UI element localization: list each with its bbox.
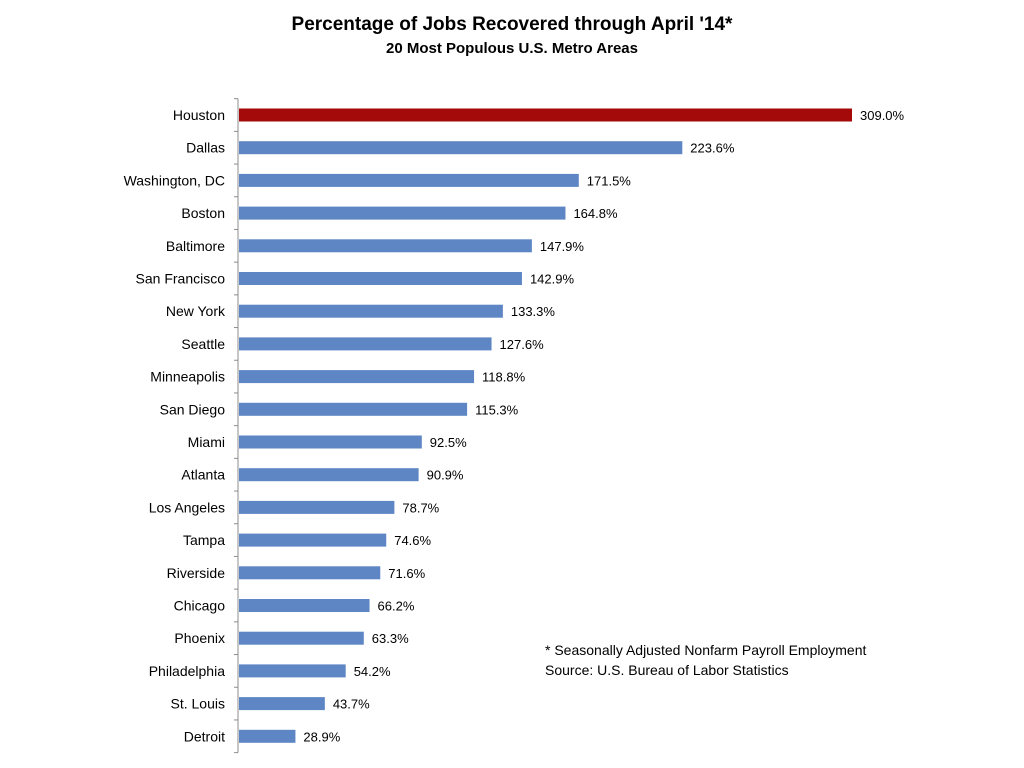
chart-subtitle: 20 Most Populous U.S. Metro Areas	[386, 40, 638, 57]
category-label: Miami	[188, 434, 225, 450]
footnote-note: * Seasonally Adjusted Nonfarm Payroll Em…	[545, 642, 867, 658]
bar	[239, 533, 387, 547]
bar	[239, 697, 325, 711]
labels-layer: Houston 309.0% Dallas 223.6% Washington, DC 1…	[124, 107, 905, 744]
bar	[239, 729, 296, 743]
data-label: 171.5%	[587, 173, 632, 188]
footnote-source: Source: U.S. Bureau of Labor Statistics	[545, 662, 789, 678]
data-label: 127.6%	[500, 337, 545, 352]
category-label: St. Louis	[171, 696, 225, 712]
category-label: Houston	[173, 107, 225, 123]
category-label: Baltimore	[166, 238, 225, 254]
bar	[239, 500, 395, 514]
data-label: 63.3%	[372, 631, 409, 646]
bar	[239, 599, 370, 612]
bar	[239, 664, 346, 678]
bar	[239, 370, 475, 384]
category-label: Dallas	[186, 140, 225, 156]
bar	[239, 206, 566, 220]
data-label: 71.6%	[388, 566, 425, 581]
data-label: 147.9%	[540, 239, 585, 254]
data-label: 164.8%	[573, 206, 618, 221]
data-label: 43.7%	[333, 697, 370, 712]
category-label: Philadelphia	[149, 663, 225, 679]
category-label: Seattle	[181, 336, 225, 352]
category-label: Riverside	[167, 565, 226, 581]
category-label: Minneapolis	[150, 369, 225, 385]
bar	[239, 108, 852, 122]
bar	[239, 631, 364, 645]
data-label: 78.7%	[402, 500, 439, 515]
data-label: 118.8%	[482, 370, 526, 385]
category-label: Washington, DC	[124, 172, 225, 188]
category-label: Los Angeles	[149, 499, 225, 515]
category-label: Phoenix	[174, 630, 225, 646]
bar	[239, 402, 468, 416]
category-label: Detroit	[184, 728, 225, 744]
category-label: Boston	[181, 205, 225, 221]
data-label: 28.9%	[303, 729, 340, 744]
data-label: 309.0%	[860, 108, 905, 123]
data-label: 142.9%	[530, 272, 575, 287]
category-label: San Diego	[160, 401, 226, 417]
chart-title: Percentage of Jobs Recovered through Apr…	[291, 14, 733, 35]
data-label: 92.5%	[430, 435, 467, 450]
bar	[239, 272, 522, 285]
bar	[239, 173, 579, 187]
category-label: Tampa	[183, 532, 225, 548]
bar	[239, 304, 503, 318]
data-label: 66.2%	[378, 599, 415, 614]
data-label: 74.6%	[394, 533, 431, 548]
data-label: 54.2%	[354, 664, 391, 679]
category-label: San Francisco	[136, 271, 226, 287]
data-label: 115.3%	[475, 402, 519, 417]
bar	[239, 566, 381, 580]
bars-layer	[239, 108, 852, 743]
bar	[239, 337, 492, 351]
category-label: Chicago	[174, 598, 226, 614]
data-label: 133.3%	[511, 304, 556, 319]
category-label: Atlanta	[181, 467, 225, 483]
bar	[239, 468, 419, 482]
data-label: 223.6%	[690, 141, 735, 156]
category-label: New York	[166, 303, 226, 319]
axis-layer	[234, 98, 239, 754]
bar	[239, 435, 422, 449]
bar	[239, 239, 532, 253]
data-label: 90.9%	[427, 468, 464, 483]
bar	[239, 141, 683, 155]
